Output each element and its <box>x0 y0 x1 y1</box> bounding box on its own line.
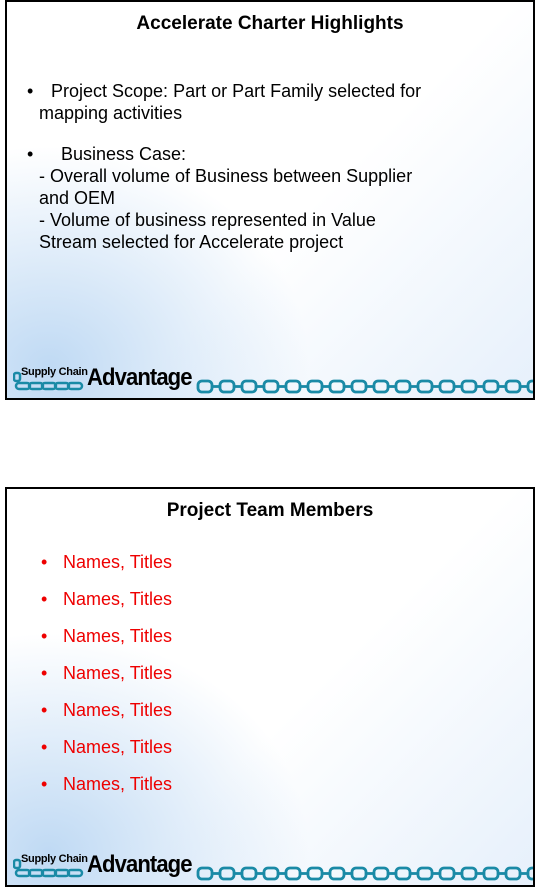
slide-title: Project Team Members <box>166 500 374 521</box>
slide-accelerate-charter: Accelerate Charter Highlights • Project … <box>5 0 535 400</box>
list-item: • Names, Titles <box>41 589 173 609</box>
bullet-line: Project Scope: Part or Part Family selec… <box>51 81 422 101</box>
logo-small-text: Supply Chain <box>21 366 88 378</box>
supply-chain-advantage-logo: Supply Chain Advantage <box>13 364 533 394</box>
bullet-business-case: • Business Case: - Overall volume of Bus… <box>27 143 507 253</box>
bullet-line: mapping activities <box>39 103 183 123</box>
bullet-dot: • <box>27 81 34 101</box>
bullet-line: Stream selected for Accelerate project <box>39 232 344 252</box>
logo-big-text: Advantage <box>87 851 193 878</box>
list-item: • Names, Titles <box>41 737 173 757</box>
list-item: • Names, Titles <box>41 626 173 646</box>
bullet-line: - Volume of business represented in Valu… <box>39 210 376 230</box>
chain-links-icon <box>13 858 533 881</box>
slide-project-team: Project Team Members • Names, Titles • Nam… <box>5 487 535 887</box>
bullet-line: and OEM <box>39 188 116 208</box>
chain-links-icon <box>13 371 533 394</box>
team-member-list: • Names, Titles • Names, Titles • Names, Ti… <box>41 551 172 810</box>
bullet-line: Business Case: <box>51 144 187 164</box>
supply-chain-advantage-logo: Supply Chain Advantage <box>13 851 533 881</box>
list-item: • Names, Titles <box>41 552 173 572</box>
list-item: • Names, Titles <box>41 663 173 683</box>
logo-small-text: Supply Chain <box>21 853 88 865</box>
slide-title: Accelerate Charter Highlights <box>136 13 404 34</box>
bullet-dot: • <box>27 144 34 164</box>
bullet-line: - Overall volume of Business between Sup… <box>39 166 413 186</box>
bullet-project-scope: • Project Scope: Part or Part Family sel… <box>27 80 507 124</box>
logo-big-text: Advantage <box>87 364 193 391</box>
list-item: • Names, Titles <box>41 774 173 794</box>
list-item: • Names, Titles <box>41 700 173 720</box>
